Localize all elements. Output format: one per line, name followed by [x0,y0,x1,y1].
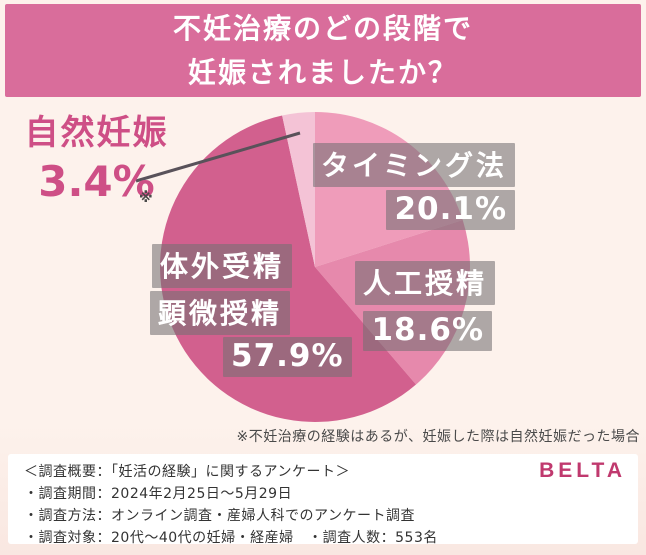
survey-line-period: ・調査期間：2024年2月25日～5月29日 [24,486,293,502]
natural-label: 自然妊娠 [24,113,169,153]
natural-footnote-marker: ※ [139,190,153,206]
natural-value: 3.4% [38,156,155,206]
timing-method-label: タイミング法 [312,143,515,187]
survey-line-overview: ＜調査概要：「妊活の経験」に関するアンケート＞ [24,464,350,480]
timing-method-value: 20.1% [386,190,515,230]
artificial-insemination-label: 人工授精 [354,261,495,305]
artificial-insemination-value: 18.6% [363,311,492,351]
title-banner: 不妊治療のどの段階で 妊娠されましたか？ [5,4,641,97]
belta-logo: BELTA [539,459,626,482]
title-line-1: 不妊治療のどの段階で [172,12,473,46]
ivf-label-line1: 体外受精 [152,244,293,288]
ivf-label-line2: 顕微授精 [150,291,291,335]
survey-line-method: ・調査方法：オンライン調査・産婦人科でのアンケート調査 [24,508,415,524]
survey-line-subjects: ・調査対象：20代～40代の妊婦・経産婦 ・調査人数：553名 [24,530,438,546]
natural-pregnancy-callout: 自然妊娠 3.4% [14,112,179,203]
survey-details: ＜調査概要：「妊活の経験」に関するアンケート＞ ・調査期間：2024年2月25日… [24,461,528,549]
ivf-value: 57.9% [223,337,352,377]
pie-slice-natural [282,111,315,267]
survey-summary-box: ＜調査概要：「妊活の経験」に関するアンケート＞ ・調査期間：2024年2月25日… [8,454,638,546]
title-line-2: 妊娠されましたか？ [187,55,458,89]
chart-footnote: ※不妊治療の経験はあるが、妊娠した際は自然妊娠だった場合 [236,429,640,445]
natural-leader-line [135,131,301,183]
